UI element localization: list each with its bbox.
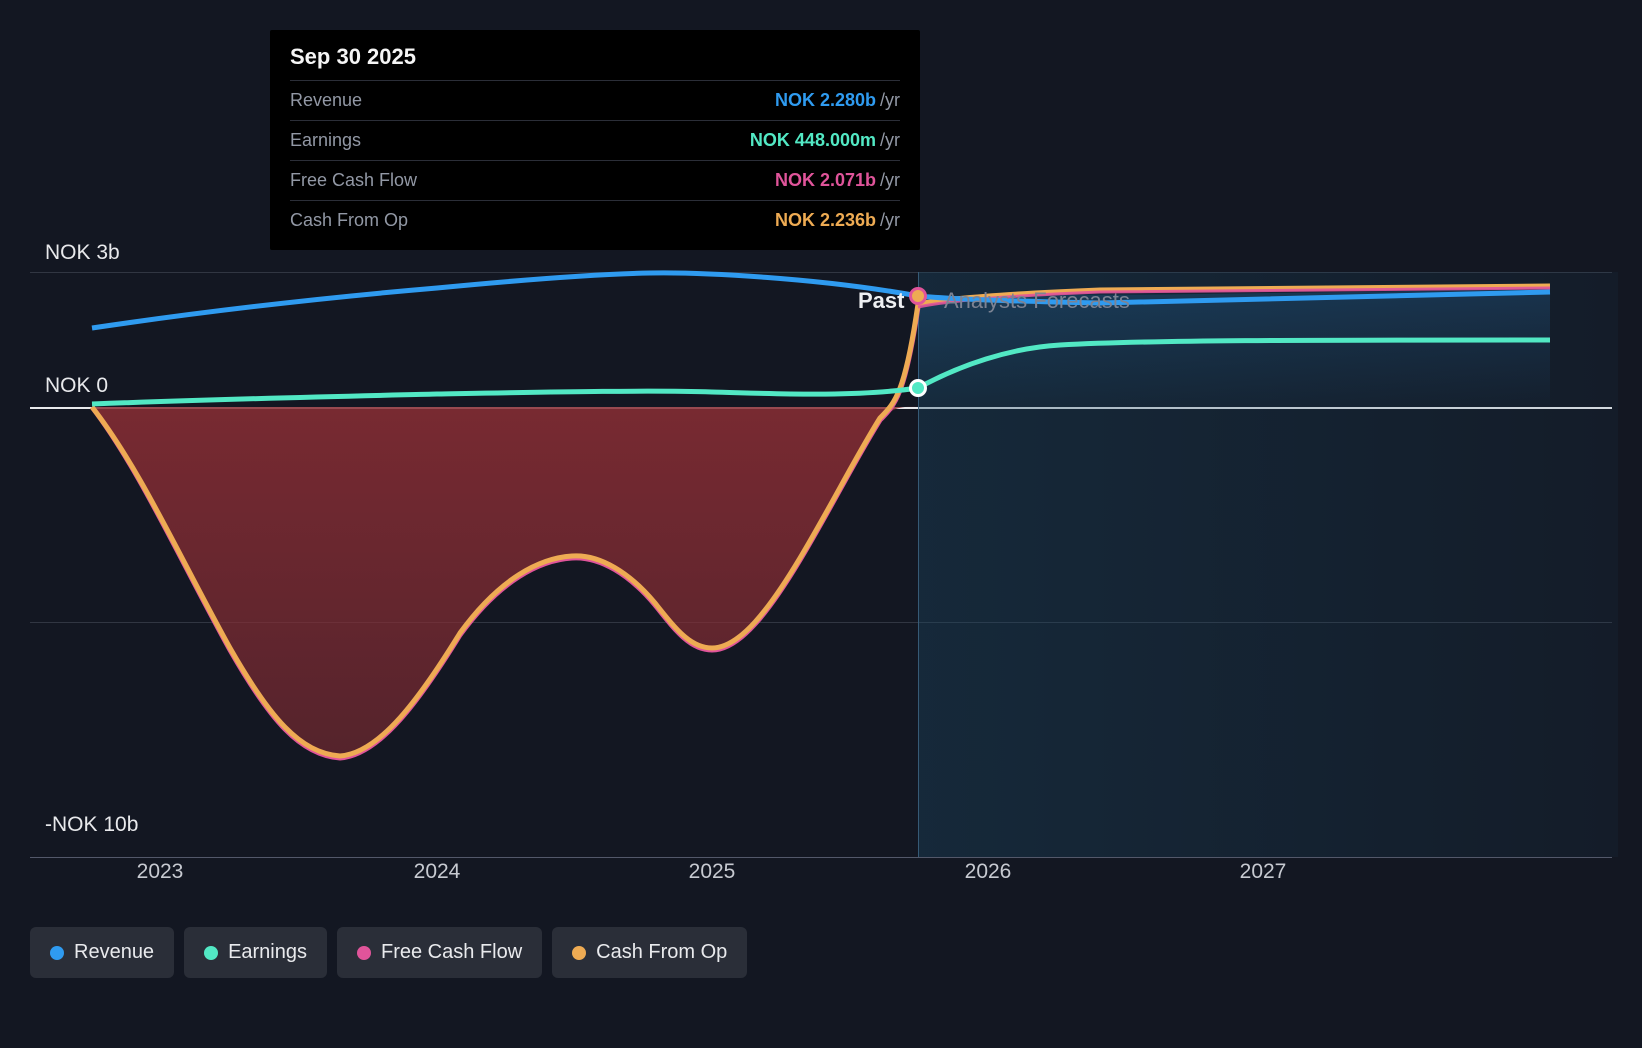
legend-item-fcf[interactable]: Free Cash Flow <box>337 927 542 978</box>
earnings-legend-dot <box>204 946 218 960</box>
tooltip-value-earnings: NOK 448.000m/yr <box>750 130 900 151</box>
forecast-label: Analysts Forecasts <box>944 288 1130 314</box>
tooltip-label-cfo: Cash From Op <box>290 210 408 231</box>
revenue-legend-dot <box>50 946 64 960</box>
tooltip-value-fcf: NOK 2.071b/yr <box>775 170 900 191</box>
legend-label-earnings: Earnings <box>228 941 307 964</box>
tooltip-date: Sep 30 2025 <box>290 44 900 70</box>
y-axis-bottom-label: -NOK 10b <box>45 813 138 837</box>
fcf-legend-dot <box>357 946 371 960</box>
chart-legend: Revenue Earnings Free Cash Flow Cash Fro… <box>30 927 747 978</box>
tooltip-label-fcf: Free Cash Flow <box>290 170 417 191</box>
y-axis-zero-label: NOK 0 <box>45 374 108 398</box>
tooltip-row-revenue: Revenue NOK 2.280b/yr <box>290 80 900 120</box>
tooltip-label-revenue: Revenue <box>290 90 362 111</box>
legend-item-earnings[interactable]: Earnings <box>184 927 327 978</box>
cash-from-op-marker-dot <box>909 287 927 305</box>
legend-label-fcf: Free Cash Flow <box>381 941 522 964</box>
tooltip-value-cfo: NOK 2.236b/yr <box>775 210 900 231</box>
tooltip-value-revenue: NOK 2.280b/yr <box>775 90 900 111</box>
tooltip-row-fcf: Free Cash Flow NOK 2.071b/yr <box>290 160 900 200</box>
earnings-marker-dot <box>909 379 927 397</box>
tooltip-row-cfo: Cash From Op NOK 2.236b/yr <box>290 200 900 240</box>
legend-label-revenue: Revenue <box>74 941 154 964</box>
financial-forecast-chart: NOK 3b NOK 0 -NOK 10b Past Analysts Fore… <box>0 0 1642 1048</box>
past-label: Past <box>858 288 904 314</box>
legend-item-revenue[interactable]: Revenue <box>30 927 174 978</box>
data-tooltip: Sep 30 2025 Revenue NOK 2.280b/yr Earnin… <box>270 30 920 250</box>
legend-label-cfo: Cash From Op <box>596 941 727 964</box>
y-axis-top-label: NOK 3b <box>45 241 120 265</box>
cfo-legend-dot <box>572 946 586 960</box>
legend-item-cfo[interactable]: Cash From Op <box>552 927 747 978</box>
tooltip-row-earnings: Earnings NOK 448.000m/yr <box>290 120 900 160</box>
tooltip-label-earnings: Earnings <box>290 130 361 151</box>
revenue-area-fill <box>92 288 1550 407</box>
